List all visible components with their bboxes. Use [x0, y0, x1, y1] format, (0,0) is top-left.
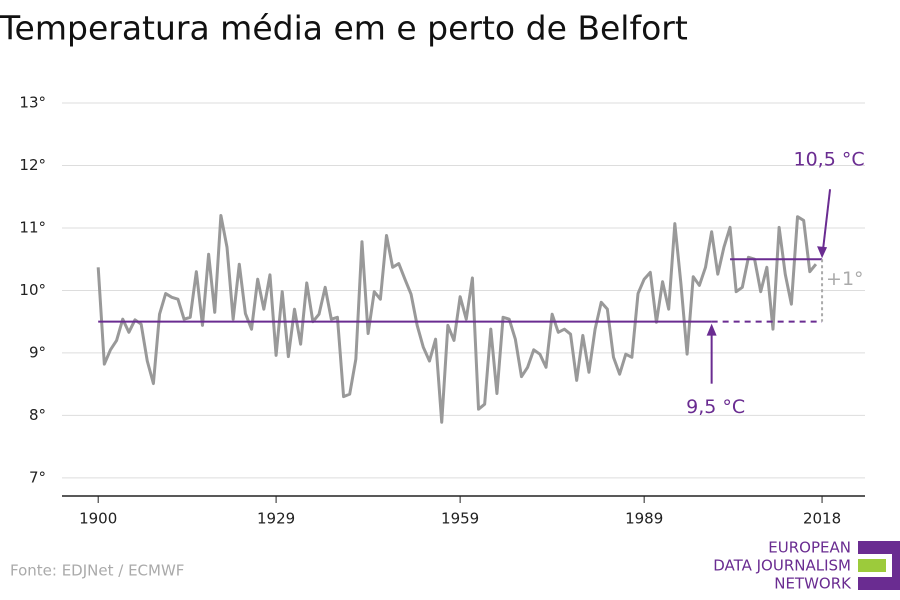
logo-bar: [858, 559, 886, 572]
data-line: [96, 213, 818, 424]
chart-title: Temperatura média em e perto de Belfort: [0, 9, 688, 48]
y-tick-label: 8°: [29, 406, 46, 424]
logo-text: EUROPEAN: [768, 539, 851, 557]
logo-bar: [892, 554, 900, 577]
arrow: [822, 189, 832, 250]
logo-text: NETWORK: [774, 575, 852, 593]
annotation: 10,5 °C: [793, 149, 864, 171]
x-tick-label: 1929: [257, 510, 295, 528]
y-tick-label: 9°: [29, 343, 46, 361]
x-tick-label: 2018: [803, 510, 841, 528]
x-tick-label: 1989: [625, 510, 663, 528]
y-tick-label: 7°: [29, 468, 46, 486]
source: Fonte: EDJNet / ECMWF: [10, 562, 184, 580]
logo-bar: [858, 541, 900, 554]
annotation: 9,5 °C: [686, 396, 745, 418]
arrow-head: [817, 246, 828, 259]
x-tick-label: 1959: [441, 510, 479, 528]
y-tick-label: 11°: [19, 218, 46, 236]
logo-text: DATA JOURNALISM: [713, 557, 851, 575]
x-tick-label: 1900: [79, 510, 117, 528]
y-tick-label: 13°: [19, 93, 46, 111]
arrow-head: [706, 323, 717, 336]
y-tick-label: 10°: [19, 281, 46, 299]
y-tick-label: 12°: [19, 156, 46, 174]
difference-label: +1°: [826, 268, 864, 290]
logo-bar: [858, 577, 900, 590]
logo: EUROPEAN DATA JOURNALISM NETWORK: [713, 539, 900, 593]
